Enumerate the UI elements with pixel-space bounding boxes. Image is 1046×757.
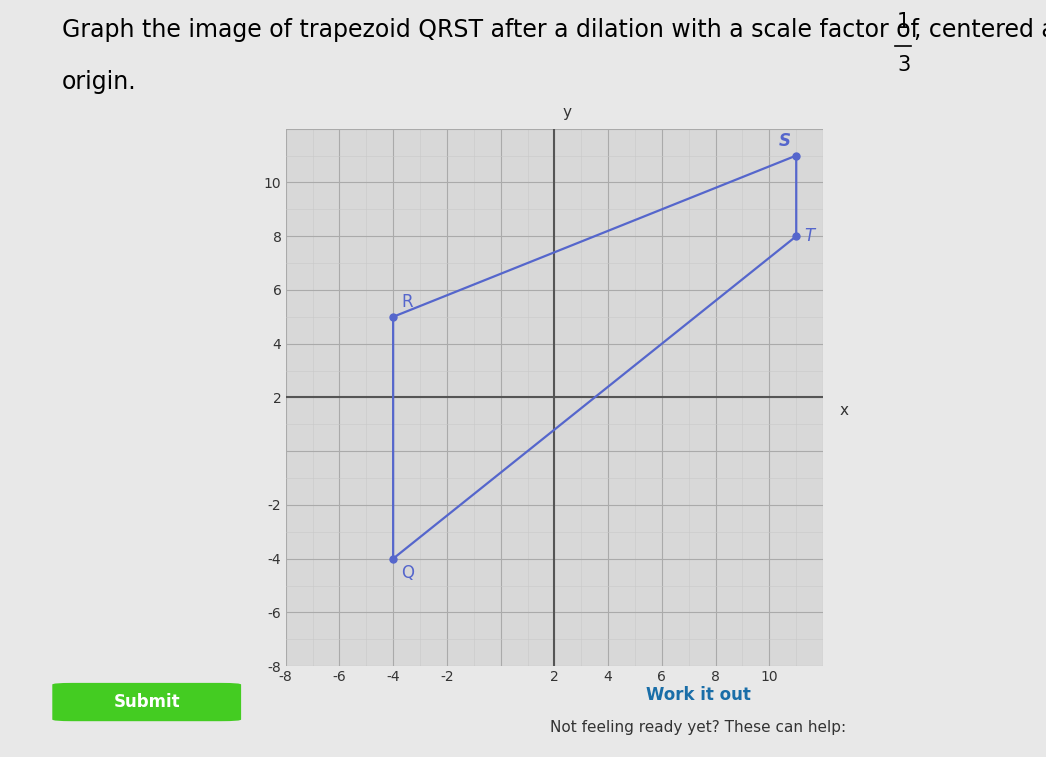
Text: Not feeling ready yet? These can help:: Not feeling ready yet? These can help: (550, 721, 846, 735)
Text: Work it out: Work it out (645, 686, 751, 703)
Text: x: x (839, 403, 848, 419)
Text: Graph the image of trapezoid QRST after a dilation with a scale factor of: Graph the image of trapezoid QRST after … (63, 18, 927, 42)
Text: T: T (804, 227, 815, 245)
Text: 3: 3 (896, 55, 910, 74)
Text: y: y (563, 105, 571, 120)
Text: , centered at the: , centered at the (914, 18, 1046, 42)
Text: origin.: origin. (63, 70, 137, 95)
Text: R: R (402, 294, 413, 311)
FancyBboxPatch shape (52, 683, 241, 721)
Text: Q: Q (402, 564, 414, 582)
Text: Submit: Submit (113, 693, 180, 711)
Text: S: S (779, 132, 791, 150)
Text: 1: 1 (896, 12, 910, 32)
